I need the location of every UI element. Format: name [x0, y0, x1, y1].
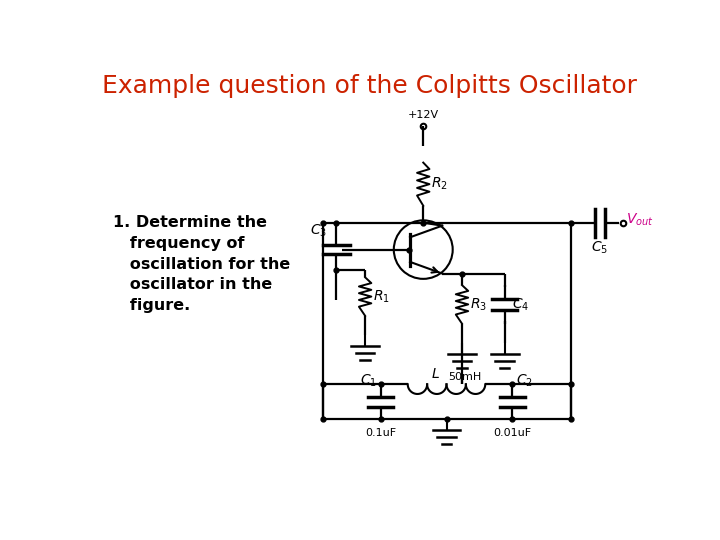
- Text: $R_1$: $R_1$: [373, 288, 390, 305]
- Text: Example question of the Colpitts Oscillator: Example question of the Colpitts Oscilla…: [102, 75, 636, 98]
- Text: $C_3$: $C_3$: [310, 222, 327, 239]
- Text: 0.1uF: 0.1uF: [365, 428, 396, 438]
- Text: $C_4$: $C_4$: [513, 296, 530, 313]
- Text: $L$: $L$: [431, 367, 441, 381]
- Text: $C_5$: $C_5$: [591, 240, 608, 256]
- Text: +12V: +12V: [408, 110, 438, 120]
- Text: oscillator in the: oscillator in the: [113, 278, 272, 292]
- Text: 1. Determine the: 1. Determine the: [113, 215, 267, 230]
- Text: figure.: figure.: [113, 298, 191, 313]
- Text: $R_3$: $R_3$: [469, 296, 487, 313]
- Text: frequency of: frequency of: [113, 236, 245, 251]
- Text: $V_{out}$: $V_{out}$: [626, 211, 654, 228]
- Text: 0.01uF: 0.01uF: [493, 428, 531, 438]
- Text: oscillation for the: oscillation for the: [113, 256, 290, 272]
- Text: $C_1$: $C_1$: [360, 372, 377, 389]
- Text: 50mH: 50mH: [448, 372, 481, 382]
- Text: $C_2$: $C_2$: [516, 372, 533, 389]
- Text: $R_2$: $R_2$: [431, 176, 448, 192]
